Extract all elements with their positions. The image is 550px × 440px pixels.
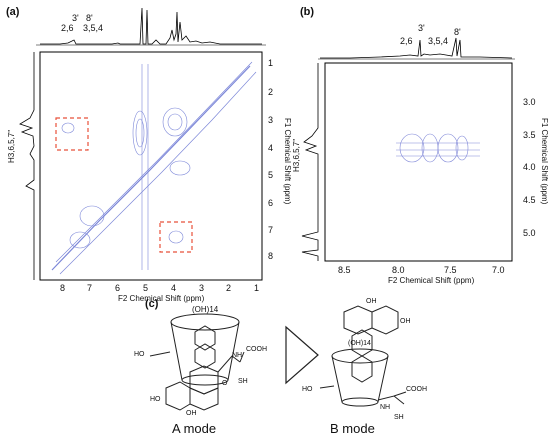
tick-label: 5: [268, 170, 274, 180]
tick-label: 8: [268, 251, 274, 261]
panel-c-label: (c): [145, 298, 159, 310]
panel-a-peak-354: 3,5,4: [83, 23, 104, 33]
panel-b-frame: [324, 62, 513, 262]
panel-b-y-title: F1 Chemical Shift (ppm): [540, 118, 549, 205]
panel-a-side-label: H3,6,5,7'': [7, 129, 16, 163]
panel-a-peak-26: 2,6: [61, 23, 74, 33]
structure-a-sh: SH: [238, 378, 248, 385]
panel-b-peak-3prime: 3': [418, 23, 425, 33]
tick-label: 7: [268, 225, 274, 235]
panel-b-side-label: H3,6,5,7'': [292, 138, 301, 172]
panel-a-label: (a): [6, 6, 20, 18]
mode-b-caption: B mode: [330, 421, 375, 436]
structure-a-o: O: [222, 380, 228, 387]
panel-b-peak-26: 2,6: [400, 36, 413, 46]
structure-b-oh14: (OH)14: [348, 340, 371, 347]
panel-a-peak-8prime: 8': [86, 13, 93, 23]
tick-label: 2: [226, 283, 232, 293]
tick-label: 4.5: [523, 195, 536, 205]
panel-a-frame: [39, 51, 263, 281]
panel-a-peak-3prime: 3': [72, 13, 79, 23]
tick-label: 5.0: [523, 228, 536, 238]
panel-a-box-1: [55, 117, 89, 151]
panel-b-side-spectrum: [301, 63, 319, 261]
tick-label: 6: [115, 283, 121, 293]
structure-b-sh: SH: [394, 414, 404, 421]
structure-a-cooh: COOH: [246, 346, 267, 353]
tick-label: 4.0: [523, 162, 536, 172]
panel-b-peak-354: 3,5,4: [428, 36, 449, 46]
tick-label: 7.0: [492, 265, 505, 275]
tick-label: 1: [268, 58, 274, 68]
structure-a-oh-bottom: OH: [186, 410, 197, 417]
panel-a-diagonal: [51, 65, 251, 271]
tick-label: 3: [199, 283, 205, 293]
panel-a-top-spectrum: [40, 7, 262, 45]
panel-b-crosspeaks: [396, 133, 480, 163]
panel-b-peak-8prime: 8': [454, 27, 461, 37]
panel-a-side-spectrum: [19, 52, 35, 280]
structure-a-nh: NH: [232, 352, 243, 359]
structure-b-ho: HO: [302, 386, 313, 393]
tick-label: 7: [87, 283, 93, 293]
tick-label: 7.5: [444, 265, 457, 275]
structure-b-oh-top1: OH: [366, 298, 377, 305]
panel-a-crosspeaks: [61, 64, 191, 270]
structure-a-oh14: (OH)14: [192, 305, 219, 314]
tick-label: 8: [60, 283, 66, 293]
tick-label: 3: [268, 115, 274, 125]
tick-label: 3.0: [523, 97, 536, 107]
structure-b-oh-top2: OH: [400, 318, 411, 325]
tick-label: 4: [171, 283, 177, 293]
mode-a-caption: A mode: [172, 421, 217, 436]
tick-label: 8.5: [338, 265, 351, 275]
tick-label: 5: [143, 283, 149, 293]
tick-label: 6: [268, 198, 274, 208]
structure-b-nh: NH: [380, 404, 391, 411]
panel-b-top-spectrum: [320, 37, 513, 59]
panel-a-x-title: F2 Chemical Shift (ppm): [118, 294, 205, 303]
tick-label: 2: [268, 87, 274, 97]
structure-a: [149, 313, 245, 411]
panel-a-box-2: [159, 221, 193, 253]
structure-a-ho-bottom1: HO: [150, 396, 161, 403]
structure-b-cooh: COOH: [406, 386, 427, 393]
structure-a-ho-left: HO: [134, 351, 145, 358]
tick-label: 3.5: [523, 130, 536, 140]
tick-label: 4: [268, 143, 274, 153]
panel-b-label: (b): [300, 6, 315, 18]
arrow-to-b: [285, 325, 319, 385]
tick-label: 8.0: [392, 265, 405, 275]
tick-label: 1: [254, 283, 260, 293]
panel-b-x-title: F2 Chemical Shift (ppm): [388, 276, 475, 285]
panel-a-y-title: F1 Chemical Shift (ppm): [283, 118, 292, 205]
structure-b: [319, 305, 407, 407]
